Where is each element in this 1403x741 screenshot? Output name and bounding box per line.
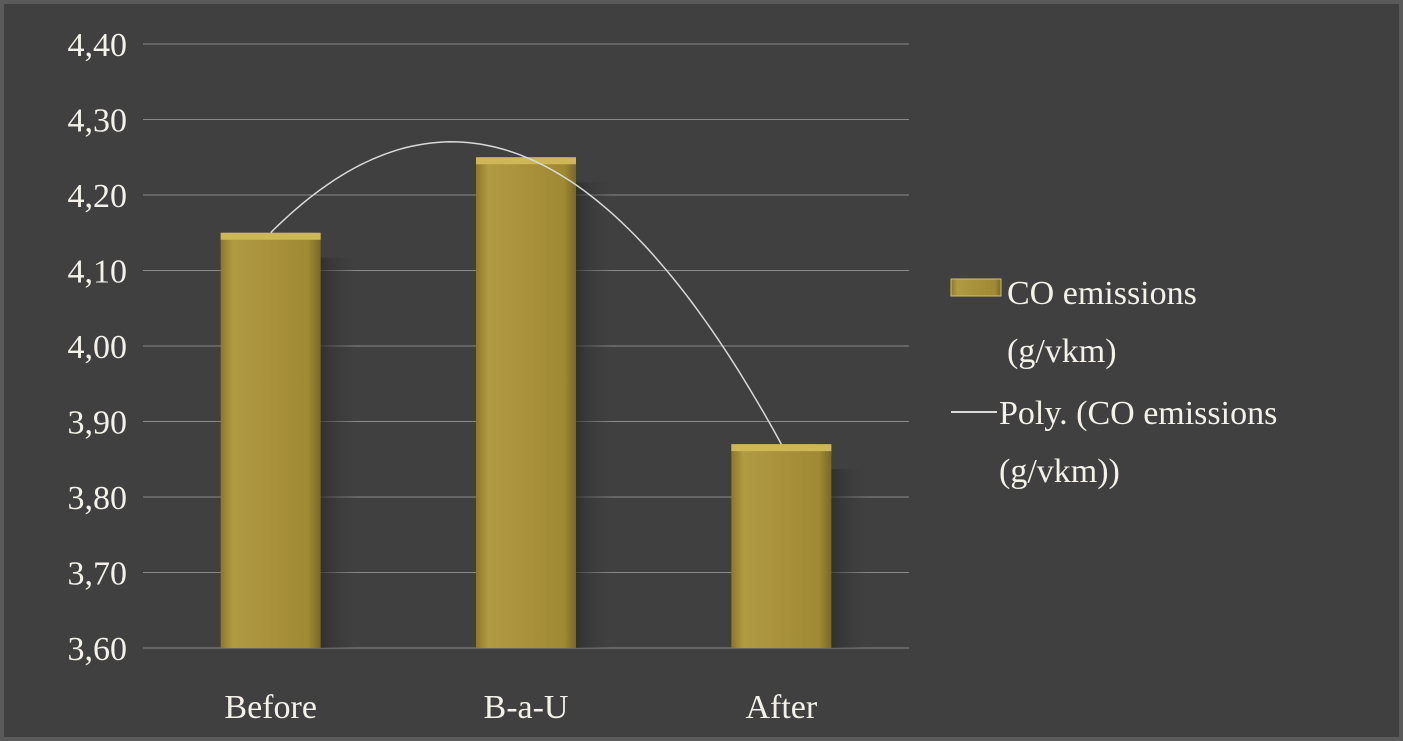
x-tick-label: After	[745, 689, 817, 726]
x-tick-label: B-a-U	[484, 689, 569, 726]
y-tick-label: 3,80	[68, 480, 128, 517]
y-tick-label: 4,10	[68, 254, 128, 291]
trendline-path	[270, 141, 782, 445]
x-axis-category-labels: Before B-a-U After	[224, 689, 817, 726]
y-tick-label: 4,40	[68, 27, 128, 64]
bar-shadow	[320, 257, 359, 648]
chart-area: 3,60 3,70 3,80 3,90 4,00 4,10 4,20 4,30 4,40 Bef…	[4, 4, 1399, 737]
legend: CO emissions (g/vkm) Poly. (CO emissions…	[950, 275, 1277, 490]
bar-chart: 3,60 3,70 3,80 3,90 4,00 4,10 4,20 4,30 4,40 Bef…	[68, 27, 1278, 726]
trendline	[270, 141, 782, 445]
y-axis-tick-labels: 3,60 3,70 3,80 3,90 4,00 4,10 4,20 4,30 4,40	[68, 27, 128, 668]
bar	[220, 232, 321, 648]
legend-bar-swatch	[950, 278, 1002, 297]
bar-top-bevel	[731, 444, 832, 452]
legend-entry-trendline: Poly. (CO emissions (g/vkm))	[951, 395, 1277, 490]
bar-top-bevel	[476, 157, 576, 165]
y-tick-label: 4,30	[68, 103, 128, 140]
y-tick-label: 3,60	[68, 631, 128, 668]
bar-shadow	[576, 182, 614, 648]
legend-trendline-label-line2: (g/vkm))	[999, 453, 1120, 490]
bar	[476, 157, 576, 648]
bar-top-bevel	[220, 232, 321, 240]
legend-bar-label-line2: (g/vkm)	[1007, 333, 1117, 370]
y-tick-label: 4,20	[68, 178, 128, 215]
legend-trendline-label-line1: Poly. (CO emissions	[999, 395, 1277, 432]
y-tick-label: 4,00	[68, 329, 128, 366]
legend-bar-label-line1: CO emissions	[1007, 275, 1197, 312]
legend-entry-bars: CO emissions (g/vkm)	[950, 275, 1197, 370]
bars	[220, 157, 870, 648]
bar	[731, 444, 832, 648]
x-tick-label: Before	[224, 689, 317, 726]
bar-shadow	[831, 469, 870, 648]
y-tick-label: 3,90	[68, 405, 128, 442]
y-tick-label: 3,70	[68, 556, 128, 593]
